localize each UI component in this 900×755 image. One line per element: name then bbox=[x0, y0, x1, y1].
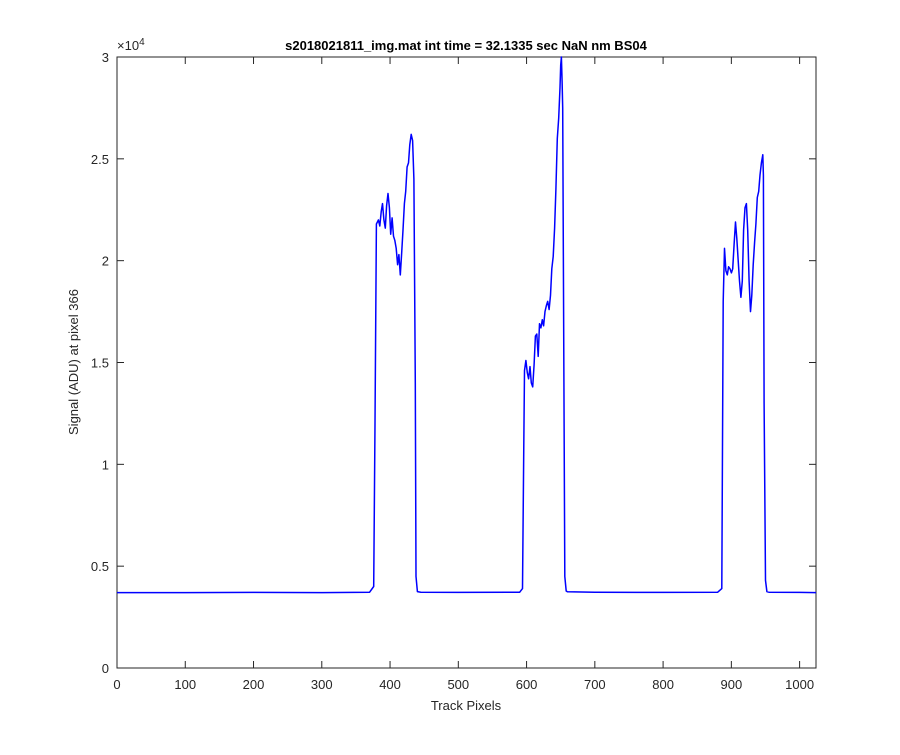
plot-box bbox=[116, 56, 817, 669]
y-axis-ticks: 0 0.5 1 1.5 2 2.5 3 bbox=[91, 50, 816, 676]
y-axis-label: Signal (ADU) at pixel 366 bbox=[66, 289, 81, 435]
y-exponent-label: ×104 bbox=[117, 37, 145, 53]
y-tick-label: 1.5 bbox=[91, 356, 109, 371]
signal-series-line bbox=[117, 56, 817, 594]
y-tick-label: 1 bbox=[102, 457, 109, 472]
x-tick-label: 300 bbox=[311, 677, 333, 692]
x-tick-label: 800 bbox=[652, 677, 674, 692]
y-tick-label: 2 bbox=[102, 254, 109, 269]
x-tick-label: 500 bbox=[447, 677, 469, 692]
chart-title: s2018021811_img.mat int time = 32.1335 s… bbox=[285, 38, 647, 53]
x-axis-label: Track Pixels bbox=[431, 698, 502, 713]
x-tick-label: 600 bbox=[516, 677, 538, 692]
y-tick-label: 3 bbox=[102, 50, 109, 65]
y-tick-label: 0.5 bbox=[91, 559, 109, 574]
x-tick-label: 400 bbox=[379, 677, 401, 692]
y-tick-label: 2.5 bbox=[91, 152, 109, 167]
x-tick-label: 0 bbox=[113, 677, 120, 692]
x-tick-label: 1000 bbox=[785, 677, 814, 692]
plot-axes bbox=[116, 56, 817, 669]
x-tick-label: 900 bbox=[721, 677, 743, 692]
y-tick-label: 0 bbox=[102, 661, 109, 676]
x-tick-label: 100 bbox=[174, 677, 196, 692]
x-tick-label: 200 bbox=[243, 677, 265, 692]
x-tick-label: 700 bbox=[584, 677, 606, 692]
x-axis-ticks: 0 100 200 300 400 500 600 700 800 900 1000 bbox=[113, 57, 814, 692]
series-layer bbox=[117, 56, 817, 594]
y-exponent-base: ×10 bbox=[117, 38, 139, 53]
y-exponent-power: 4 bbox=[139, 37, 145, 48]
